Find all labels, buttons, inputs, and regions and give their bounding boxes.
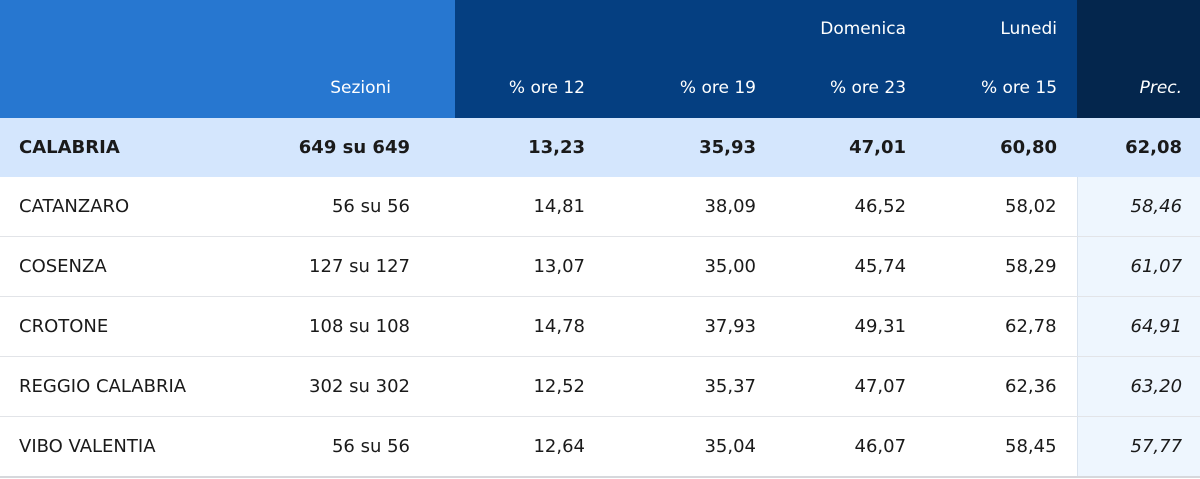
header-col-ore15: % ore 15 [926, 58, 1078, 118]
prec-cell: 61,07 [1076, 236, 1200, 297]
ore15-cell: 58,29 [926, 236, 1078, 297]
table-row: REGGIO CALABRIA 302 su 302 12,52 35,37 4… [0, 356, 1200, 417]
sezioni-cell: 302 su 302 [185, 356, 455, 417]
ore23-cell: 49,31 [776, 296, 927, 357]
ore19-cell: 35,00 [605, 236, 776, 297]
ore23-cell: 46,52 [776, 177, 927, 237]
table-row: CROTONE 108 su 108 14,78 37,93 49,31 62,… [0, 296, 1200, 357]
header-col-prec: Prec. [1077, 58, 1200, 118]
ore15-cell: 60,80 [926, 118, 1078, 177]
header-blank-cell [0, 0, 455, 58]
ore12-cell: 12,52 [455, 356, 605, 417]
province-name: COSENZA [0, 236, 185, 297]
sezioni-cell: 127 su 127 [185, 236, 455, 297]
ore19-cell: 35,37 [605, 356, 776, 417]
ore12-cell: 12,64 [455, 416, 605, 478]
ore12-cell: 14,78 [455, 296, 605, 357]
province-name: REGGIO CALABRIA [0, 356, 186, 417]
ore12-cell: 14,81 [455, 177, 605, 237]
header-col-ore19: % ore 19 [605, 58, 776, 118]
prec-cell: 63,20 [1076, 356, 1200, 417]
header-col-sezioni: Sezioni [185, 58, 455, 118]
prec-cell: 64,91 [1076, 296, 1200, 357]
ore23-cell: 45,74 [776, 236, 927, 297]
header-group-domenica: Domenica [455, 0, 927, 58]
header-group-lunedi: Lunedi [926, 0, 1078, 58]
province-name: CROTONE [0, 296, 185, 357]
table-row: CATANZARO 56 su 56 14,81 38,09 46,52 58,… [0, 177, 1200, 237]
table-row: COSENZA 127 su 127 13,07 35,00 45,74 58,… [0, 236, 1200, 297]
sezioni-cell: 108 su 108 [185, 296, 455, 357]
header-col-ore12: % ore 12 [455, 58, 605, 118]
ore19-cell: 38,09 [605, 177, 776, 237]
ore23-cell: 47,01 [776, 118, 927, 177]
ore23-cell: 47,07 [776, 356, 927, 417]
prec-cell: 62,08 [1077, 118, 1200, 177]
sezioni-cell: 649 su 649 [185, 118, 455, 177]
table-body: CALABRIA 649 su 649 13,23 35,93 47,01 60… [0, 118, 1200, 478]
ore15-cell: 58,02 [926, 177, 1078, 237]
ore23-cell: 46,07 [776, 416, 927, 478]
table-row: VIBO VALENTIA 56 su 56 12,64 35,04 46,07… [0, 416, 1200, 478]
region-name: CALABRIA [0, 118, 185, 177]
sezioni-cell: 56 su 56 [185, 177, 455, 237]
province-name: VIBO VALENTIA [0, 416, 185, 478]
table-header: Domenica Lunedi Sezioni % ore 12 % ore 1… [0, 0, 1200, 118]
header-group-row: Domenica Lunedi [0, 0, 1200, 58]
ore15-cell: 58,45 [926, 416, 1078, 478]
province-name: CATANZARO [0, 177, 185, 237]
ore19-cell: 35,93 [605, 118, 776, 177]
header-label-row: Sezioni % ore 12 % ore 19 % ore 23 % ore… [0, 58, 1200, 118]
ore12-cell: 13,07 [455, 236, 605, 297]
ore19-cell: 37,93 [605, 296, 776, 357]
table-row-total: CALABRIA 649 su 649 13,23 35,93 47,01 60… [0, 118, 1200, 177]
header-name-blank [0, 58, 185, 118]
ore15-cell: 62,78 [926, 296, 1078, 357]
header-col-ore23: % ore 23 [776, 58, 927, 118]
ore15-cell: 62,36 [926, 356, 1078, 417]
prec-cell: 57,77 [1076, 416, 1200, 478]
ore19-cell: 35,04 [605, 416, 776, 478]
header-group-prec-blank [1077, 0, 1200, 58]
sezioni-cell: 56 su 56 [185, 416, 455, 478]
ore12-cell: 13,23 [455, 118, 605, 177]
prec-cell: 58,46 [1076, 177, 1200, 237]
